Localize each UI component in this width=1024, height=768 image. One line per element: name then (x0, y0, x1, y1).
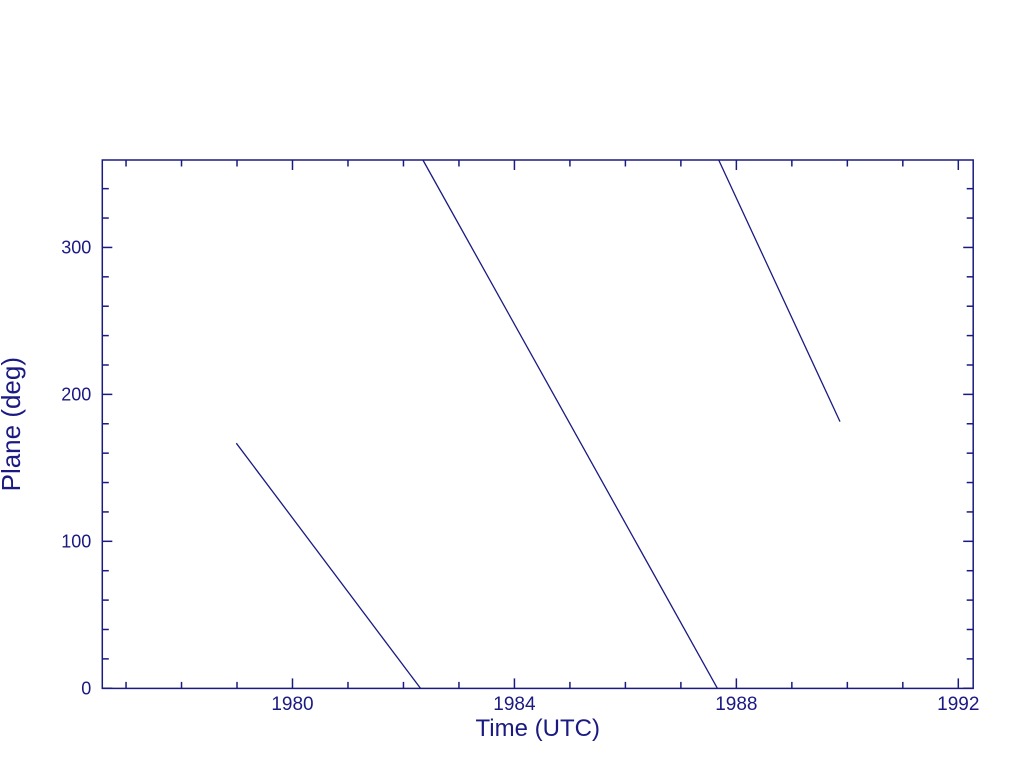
svg-text:200: 200 (61, 384, 91, 404)
svg-text:Time (UTC): Time (UTC) (476, 715, 600, 742)
svg-text:0: 0 (81, 678, 91, 698)
svg-text:1992: 1992 (937, 694, 979, 715)
svg-text:300: 300 (61, 237, 91, 257)
svg-text:1988: 1988 (715, 694, 757, 715)
svg-text:Plane (deg): Plane (deg) (0, 357, 26, 491)
svg-text:1980: 1980 (271, 694, 313, 715)
svg-text:1984: 1984 (493, 694, 536, 715)
svg-text:100: 100 (61, 531, 91, 551)
